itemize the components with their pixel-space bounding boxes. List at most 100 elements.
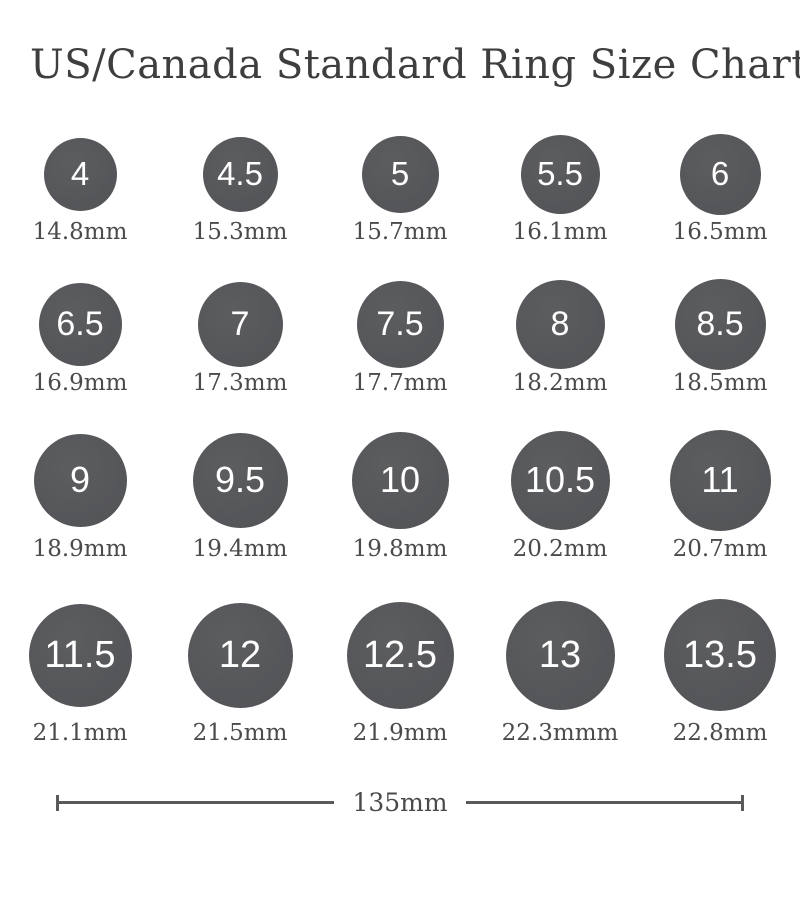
diameter-label: 16.9mm (32, 370, 128, 396)
ring-size-label: 13.5 (683, 633, 757, 676)
ring-size-label: 7 (230, 304, 250, 343)
ring-circle: 8 (515, 279, 605, 369)
diameter-label: 21.9mm (352, 720, 448, 746)
ring-cell: 9 18.9mm (0, 430, 160, 563)
ring-row: 6.5 16.9mm 7 17.3mm 7.5 17.7mm 8 18.2mm 8.5 18.5m… (0, 278, 800, 397)
ring-circle: 11 (669, 429, 771, 531)
ring-circle: 10 (351, 431, 449, 529)
diameter-label: 15.3mm (192, 219, 288, 245)
ring-circle-zone: 9.5 (192, 430, 288, 530)
ring-size-label: 9.5 (214, 459, 266, 500)
diameter-label: 21.5mm (192, 720, 288, 746)
diameter-label: 22.3mmm (501, 720, 619, 746)
ring-cell: 4.5 15.3mm (160, 131, 320, 246)
ring-cell: 5.5 16.1mm (480, 131, 640, 246)
ring-cell: 11 20.7mm (640, 429, 800, 563)
ring-circle-zone: 5 (361, 131, 439, 217)
ring-circle: 9.5 (192, 432, 288, 528)
ring-size-label: 11 (701, 459, 739, 500)
scale-bar-label: 135mm (352, 788, 448, 817)
ring-circle-zone: 6 (679, 131, 761, 217)
diameter-label: 18.2mm (512, 370, 608, 396)
ring-circle-zone: 12.5 (346, 598, 454, 712)
ring-circle-zone: 10.5 (510, 430, 610, 530)
ring-circle: 13.5 (664, 599, 776, 711)
ring-size-label: 11.5 (44, 633, 116, 676)
ring-size-label: 10.5 (524, 459, 596, 500)
ring-circle-zone: 5.5 (520, 131, 600, 217)
ring-size-label: 13 (538, 633, 582, 676)
ring-circle-zone: 9 (33, 430, 127, 530)
ring-size-label: 12.5 (363, 633, 437, 676)
diameter-label: 16.5mm (672, 219, 768, 245)
ring-cell: 7.5 17.7mm (320, 278, 480, 397)
ring-size-label: 12 (218, 633, 262, 676)
ring-circle-zone: 11.5 (28, 598, 132, 712)
ring-circle-zone: 8.5 (674, 278, 766, 370)
ring-size-label: 10 (379, 459, 421, 500)
ring-circle: 10.5 (510, 430, 610, 530)
ring-cell: 5 15.7mm (320, 131, 480, 246)
ring-size-label: 5 (390, 155, 410, 192)
ring-circle: 4 (43, 137, 117, 211)
ring-circle: 6 (679, 133, 761, 215)
ring-circle: 11.5 (28, 603, 132, 707)
scale-bar-left-tick (56, 794, 59, 811)
ring-cell: 6 16.5mm (640, 131, 800, 246)
scale-bar-right-segment (465, 801, 742, 804)
ring-circle: 13 (505, 600, 615, 710)
ring-circle: 6.5 (38, 282, 122, 366)
ring-cell: 6.5 16.9mm (0, 278, 160, 397)
ring-row: 11.5 21.1mm 12 21.5mm 12.5 21.9mm 13 22.3mmm 13.… (0, 598, 800, 747)
ring-size-label: 6.5 (56, 304, 104, 343)
ring-circle-zone: 13.5 (664, 598, 776, 712)
diameter-label: 16.1mm (512, 219, 608, 245)
ring-circle: 7.5 (356, 280, 444, 368)
ring-circle: 4.5 (202, 136, 278, 212)
ring-cell: 8 18.2mm (480, 278, 640, 397)
diameter-label: 20.7mm (672, 536, 768, 562)
diameter-label: 19.4mm (192, 536, 288, 562)
ring-size-label: 9 (69, 459, 91, 500)
ring-cell: 9.5 19.4mm (160, 430, 320, 563)
ring-size-label: 4.5 (217, 155, 263, 192)
diameter-label: 17.7mm (352, 370, 448, 396)
ring-cell: 8.5 18.5mm (640, 278, 800, 397)
ring-circle-zone: 12 (187, 598, 293, 712)
diameter-label: 20.2mm (512, 536, 608, 562)
ring-circle-zone: 6.5 (38, 278, 122, 370)
ring-circle: 12.5 (346, 601, 454, 709)
ring-circle: 7 (197, 281, 283, 367)
ring-size-label: 6 (710, 155, 730, 192)
diameter-label: 19.8mm (352, 536, 448, 562)
ring-circle-zone: 10 (351, 430, 449, 530)
diameter-label: 22.8mm (672, 720, 768, 746)
diameter-label: 14.8mm (32, 219, 128, 245)
scale-bar-left-segment (59, 801, 335, 804)
scale-bar-right-tick (741, 794, 745, 811)
ring-cell: 13.5 22.8mm (640, 598, 800, 747)
ring-circle-zone: 11 (669, 429, 771, 531)
ring-circle: 5 (361, 135, 439, 213)
page-title: US/Canada Standard Ring Size Chart (30, 42, 800, 88)
ring-circle-zone: 4 (43, 131, 117, 217)
ring-circle-zone: 8 (515, 278, 605, 370)
ring-circle-zone: 7 (197, 278, 283, 370)
ring-row: 4 14.8mm 4.5 15.3mm 5 15.7mm 5.5 16.1mm 6 16.5mm (0, 131, 800, 246)
diameter-label: 18.5mm (672, 370, 768, 396)
scale-bar: 135mm (56, 788, 745, 817)
ring-cell: 12 21.5mm (160, 598, 320, 747)
ring-cell: 7 17.3mm (160, 278, 320, 397)
ring-circle: 8.5 (674, 278, 766, 370)
diameter-label: 18.9mm (32, 536, 128, 562)
ring-size-label: 5.5 (537, 155, 583, 192)
ring-size-label: 8.5 (696, 304, 744, 343)
ring-circle-zone: 7.5 (356, 278, 444, 370)
diameter-label: 15.7mm (352, 219, 448, 245)
ring-cell: 13 22.3mmm (480, 598, 640, 747)
diameter-label: 21.1mm (32, 720, 128, 746)
ring-cell: 10 19.8mm (320, 430, 480, 563)
ring-cell: 10.5 20.2mm (480, 430, 640, 563)
diameter-label: 17.3mm (192, 370, 288, 396)
ring-grid: 4 14.8mm 4.5 15.3mm 5 15.7mm 5.5 16.1mm 6 16.5mm 6… (0, 131, 800, 747)
